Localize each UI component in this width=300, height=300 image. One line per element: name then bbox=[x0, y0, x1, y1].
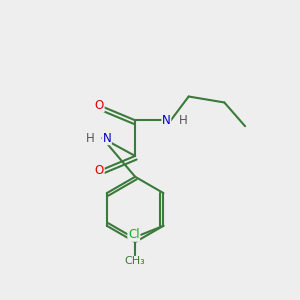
Text: H: H bbox=[85, 132, 94, 145]
Text: N: N bbox=[103, 132, 111, 145]
Text: CH₃: CH₃ bbox=[125, 256, 146, 266]
Text: N: N bbox=[162, 114, 171, 127]
Text: O: O bbox=[95, 164, 104, 177]
Text: Cl: Cl bbox=[128, 228, 140, 241]
Text: H: H bbox=[179, 114, 188, 127]
Text: O: O bbox=[95, 99, 104, 112]
